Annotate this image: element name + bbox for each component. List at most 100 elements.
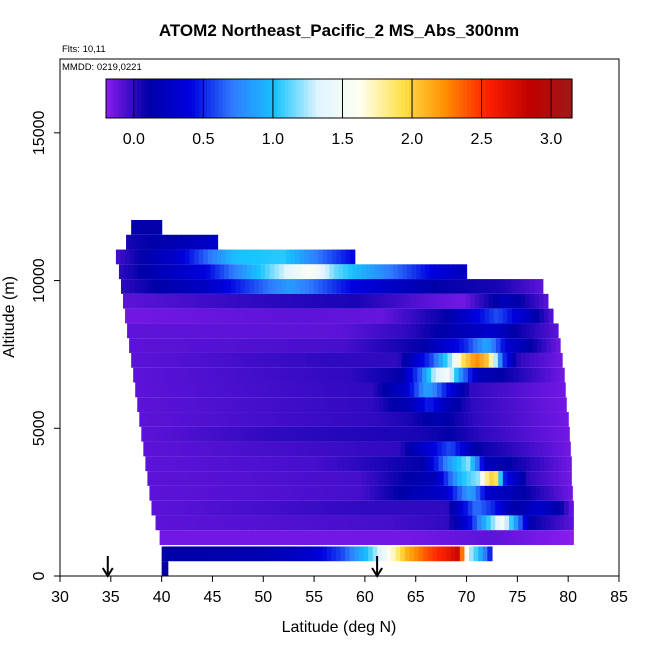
- band-cell: [417, 412, 423, 427]
- band-cell: [363, 382, 370, 398]
- band-cell: [183, 471, 190, 486]
- band-cell: [449, 530, 455, 545]
- band-cell: [539, 471, 545, 486]
- band-cell: [499, 367, 506, 383]
- band-cell: [312, 338, 318, 353]
- band-cell: [378, 426, 384, 442]
- band-cell: [397, 397, 403, 413]
- band-cell: [475, 456, 481, 472]
- band-cell: [258, 249, 264, 265]
- band-cell: [299, 382, 306, 398]
- band-cell: [335, 338, 341, 353]
- band-cell: [356, 485, 362, 501]
- band-cell: [414, 426, 420, 442]
- band-cell: [566, 471, 572, 486]
- band-cell: [281, 441, 287, 457]
- band-cell: [453, 530, 459, 545]
- band-cell: [399, 338, 405, 353]
- band-cell: [555, 382, 562, 398]
- band-cell: [300, 426, 306, 442]
- band-cell: [196, 515, 203, 531]
- band-cell: [203, 382, 209, 398]
- band-cell: [152, 338, 158, 353]
- band-cell: [466, 323, 472, 339]
- band-cell: [442, 397, 449, 413]
- band-cell: [301, 293, 307, 309]
- band-cell: [260, 323, 266, 339]
- colorbar-segment: [451, 79, 457, 118]
- band-cell: [386, 382, 392, 398]
- band-cell: [519, 382, 525, 398]
- band-cell: [307, 515, 313, 531]
- band-cell: [518, 367, 524, 383]
- band-cell: [394, 412, 400, 427]
- band-cell: [140, 352, 146, 368]
- band-cell: [314, 485, 321, 501]
- band-cell: [394, 515, 400, 531]
- band-cell: [271, 546, 277, 562]
- band-cell: [466, 471, 472, 486]
- band-cell: [285, 412, 291, 427]
- band-cell: [432, 279, 438, 294]
- band-cell: [358, 412, 364, 427]
- band-cell: [542, 441, 548, 457]
- band-cell: [265, 515, 271, 531]
- band-cell: [505, 441, 512, 457]
- band-cell: [223, 323, 229, 339]
- colorbar-segment: [432, 79, 437, 118]
- band-cell: [334, 530, 340, 545]
- band-cell: [223, 426, 229, 442]
- band-cell: [345, 249, 351, 265]
- band-cell: [355, 426, 361, 442]
- band-cell: [258, 279, 264, 294]
- band-cell: [185, 279, 191, 294]
- band-cell: [154, 323, 160, 339]
- band-cell: [148, 382, 155, 398]
- band-cell: [282, 426, 288, 442]
- band-cell: [237, 264, 244, 280]
- band-cell: [511, 293, 517, 309]
- band-cell: [271, 441, 278, 457]
- band-cell: [511, 456, 517, 472]
- band-cell: [159, 323, 165, 339]
- band-cell: [362, 338, 369, 353]
- band-cell: [148, 249, 154, 265]
- band-cell: [562, 471, 568, 486]
- band-cell: [253, 441, 259, 457]
- band-cell: [548, 323, 555, 339]
- band-cell: [411, 485, 417, 501]
- band-cell: [351, 323, 357, 339]
- band-cell: [347, 264, 353, 280]
- band-cell: [207, 338, 213, 353]
- band-cell: [214, 530, 220, 545]
- band-cell: [305, 352, 311, 368]
- band-cell: [416, 308, 422, 324]
- colorbar-segment: [408, 79, 414, 118]
- band-cell: [264, 352, 270, 368]
- band-cell: [267, 546, 273, 562]
- band-cell: [129, 338, 135, 353]
- band-cell: [431, 412, 437, 427]
- band-cell: [236, 456, 243, 472]
- band-cell: [177, 426, 183, 442]
- band-cell: [192, 500, 198, 516]
- band-cell: [488, 293, 494, 309]
- band-cell: [525, 397, 531, 413]
- band-cell: [164, 515, 170, 531]
- band-cell: [412, 500, 418, 516]
- band-cell: [476, 500, 483, 516]
- band-cell: [525, 293, 531, 309]
- band-cell: [495, 530, 501, 545]
- band-cell: [202, 546, 209, 562]
- colorbar-segment: [179, 79, 185, 118]
- band-cell: [502, 397, 508, 413]
- band-cell: [334, 367, 341, 383]
- band-cell: [447, 323, 454, 339]
- data-bands: [115, 220, 574, 576]
- band-cell: [301, 456, 307, 472]
- band-cell: [476, 515, 483, 531]
- band-cell: [237, 323, 243, 339]
- band-cell: [316, 308, 322, 324]
- band-cell: [433, 397, 439, 413]
- colorbar-segment: [199, 79, 204, 118]
